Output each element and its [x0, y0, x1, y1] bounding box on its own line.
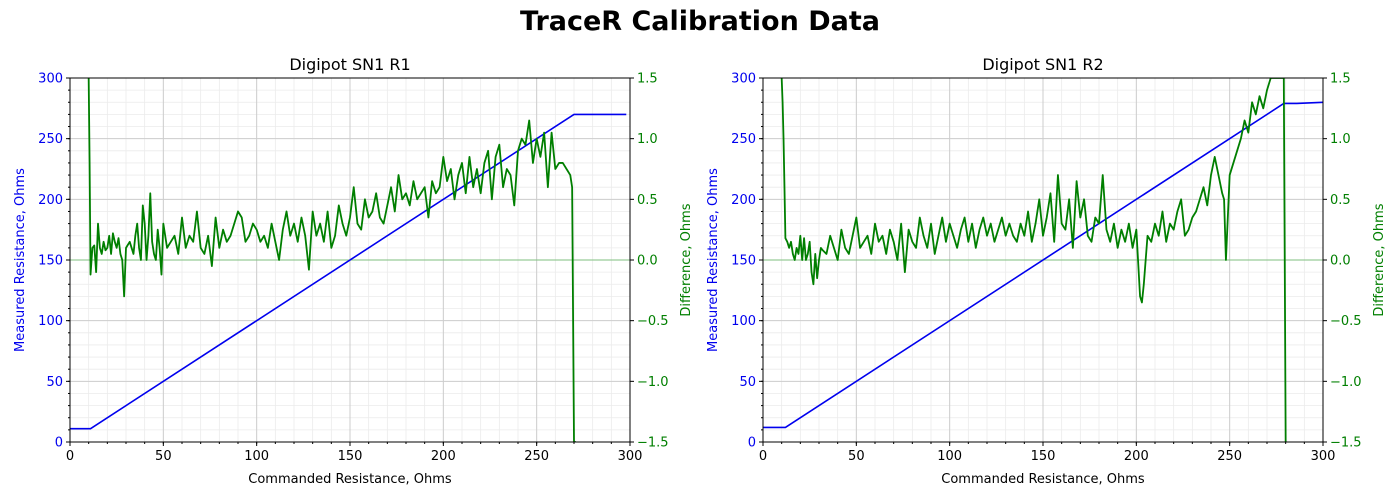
- y2-tick-label: 0.0: [1330, 254, 1351, 269]
- y-tick-label: 100: [731, 314, 756, 329]
- y2-tick-label: 1.5: [1330, 72, 1351, 87]
- x-tick-label: 150: [1031, 449, 1056, 464]
- x-tick-label: 200: [1124, 449, 1149, 464]
- x-tick-label: 100: [937, 449, 962, 464]
- y-axis-label: Measured Resistance, Ohms: [13, 168, 28, 352]
- y2-tick-label: 0.0: [637, 254, 658, 269]
- x-tick-label: 300: [1311, 449, 1336, 464]
- y2-tick-label: −0.5: [1330, 314, 1362, 329]
- y2-tick-label: −1.5: [637, 436, 669, 451]
- y-tick-label: 200: [731, 193, 756, 208]
- y2-tick-label: −1.5: [1330, 436, 1362, 451]
- y2-tick-label: −1.0: [637, 375, 669, 390]
- x-axis-label: Commanded Resistance, Ohms: [248, 472, 452, 487]
- y-tick-label: 0: [55, 436, 63, 451]
- y-tick-label: 250: [731, 132, 756, 147]
- x-tick-label: 300: [618, 449, 643, 464]
- x-tick-label: 0: [759, 449, 767, 464]
- y2-tick-label: −1.0: [1330, 375, 1362, 390]
- x-tick-label: 250: [524, 449, 549, 464]
- x-tick-label: 0: [66, 449, 74, 464]
- measured-resistance-line: [70, 113, 627, 430]
- x-tick-label: 250: [1217, 449, 1242, 464]
- y-tick-label: 50: [46, 375, 63, 390]
- y-tick-label: 50: [739, 375, 756, 390]
- y-tick-label: 300: [38, 72, 63, 87]
- y2-axis-label: Difference, Ohms: [679, 203, 694, 316]
- x-tick-label: 50: [848, 449, 865, 464]
- x-tick-label: 100: [244, 449, 269, 464]
- x-tick-label: 200: [431, 449, 456, 464]
- x-axis-label: Commanded Resistance, Ohms: [941, 472, 1145, 487]
- y2-tick-label: 1.0: [1330, 132, 1351, 147]
- y-tick-label: 100: [38, 314, 63, 329]
- y2-tick-label: 0.5: [637, 193, 658, 208]
- y-tick-label: 150: [731, 254, 756, 269]
- x-tick-label: 150: [338, 449, 363, 464]
- y-tick-label: 200: [38, 193, 63, 208]
- y-tick-label: 250: [38, 132, 63, 147]
- y2-tick-label: 0.5: [1330, 193, 1351, 208]
- chart-title: Digipot SN1 R2: [982, 55, 1103, 74]
- y-tick-label: 300: [731, 72, 756, 87]
- figure-title: TraceR Calibration Data: [520, 6, 880, 37]
- chart-title: Digipot SN1 R1: [289, 55, 410, 74]
- y2-tick-label: 1.5: [637, 72, 658, 87]
- y-tick-label: 150: [38, 254, 63, 269]
- y-tick-label: 0: [748, 436, 756, 451]
- y-axis-label: Measured Resistance, Ohms: [706, 168, 721, 352]
- chart-panel-2: 0 50 100 150 200 250 300050100150200250300−1.5…: [706, 55, 1387, 487]
- chart-panel-1: 0 50 100 150 200 250 300050100150200250300−1.5…: [13, 55, 694, 487]
- y2-axis-label: Difference, Ohms: [1372, 203, 1387, 316]
- difference-line: [87, 78, 576, 442]
- difference-line: [780, 78, 1287, 442]
- y2-tick-label: 1.0: [637, 132, 658, 147]
- y2-tick-label: −0.5: [637, 314, 669, 329]
- x-tick-label: 50: [155, 449, 172, 464]
